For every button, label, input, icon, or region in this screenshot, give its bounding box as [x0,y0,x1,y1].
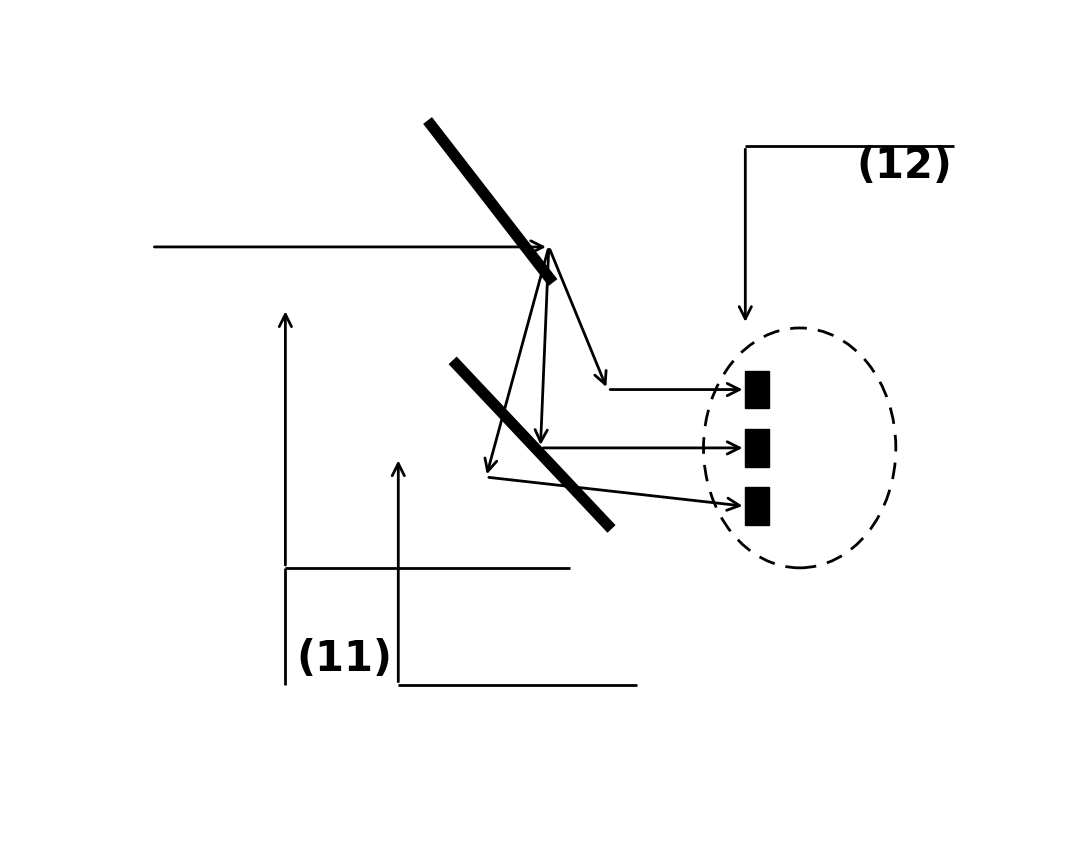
Text: (11): (11) [296,637,392,679]
Bar [746,370,768,408]
Text: (12): (12) [857,145,952,187]
Bar [746,488,768,525]
Bar [746,429,768,466]
